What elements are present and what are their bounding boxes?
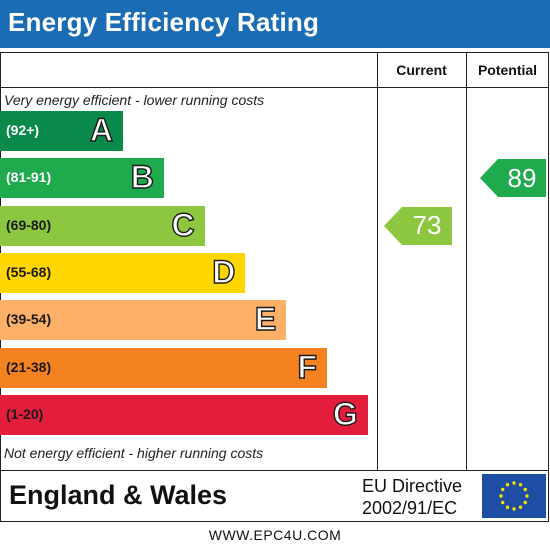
directive-line2: 2002/91/EC xyxy=(362,498,458,518)
flag-star-icon xyxy=(505,505,510,509)
flag-star-icon xyxy=(518,483,523,487)
bottom-note: Not energy efficient - higher running co… xyxy=(4,445,264,461)
band-letter: B xyxy=(130,159,155,196)
potential-column-divider xyxy=(466,52,467,471)
band-range-label: (39-54) xyxy=(6,311,52,328)
flag-star-icon xyxy=(512,481,516,485)
band-g: (1-20) G xyxy=(0,394,368,435)
flag-star-icon xyxy=(505,483,510,487)
band-range-label: (69-80) xyxy=(6,216,52,233)
country-label: England & Wales xyxy=(9,480,228,510)
flag-star-icon xyxy=(518,505,523,509)
potential-rating-arrow: 89 xyxy=(480,159,546,198)
title-bar: Energy Efficiency Rating xyxy=(0,0,550,48)
flag-star-icon xyxy=(499,494,503,498)
current-rating-value: 73 xyxy=(412,210,442,241)
current-arrow-shape xyxy=(384,206,452,245)
band-letter: A xyxy=(89,111,114,148)
potential-arrow-shape xyxy=(480,159,546,198)
eu-flag-icon xyxy=(482,474,546,518)
chart-title: Energy Efficiency Rating xyxy=(8,7,320,37)
directive-line1: EU Directive xyxy=(362,476,463,496)
flag-star-icon xyxy=(501,487,505,492)
band-letter: F xyxy=(297,348,318,385)
potential-header: Potential xyxy=(477,62,538,78)
band-range-label: (55-68) xyxy=(6,263,52,280)
band-letter: C xyxy=(171,206,196,243)
band-d: (55-68) D xyxy=(0,252,246,293)
potential-rating-value: 89 xyxy=(507,162,537,193)
flag-star-icon xyxy=(501,500,505,505)
band-range-label: (81-91) xyxy=(6,169,52,186)
band-letter: E xyxy=(254,300,277,338)
band-e: (39-54) E xyxy=(0,300,287,341)
header-divider xyxy=(0,87,549,88)
flag-star-icon xyxy=(512,507,516,511)
flag-star-icon xyxy=(523,487,527,492)
top-note: Very energy efficient - lower running co… xyxy=(4,92,265,108)
band-range-label: (1-20) xyxy=(6,405,44,422)
eu-directive: EU Directive 2002/91/EC xyxy=(362,475,462,519)
band-letter: G xyxy=(332,395,358,432)
footer-url: WWW.EPC4U.COM xyxy=(208,527,342,543)
band-b: (81-91) B xyxy=(0,158,164,199)
band-a: (92+) A xyxy=(0,111,123,151)
potential-arrow-polygon xyxy=(480,159,546,198)
footer-divider xyxy=(0,470,549,471)
band-range-label: (21-38) xyxy=(6,358,52,375)
flag-star-icon xyxy=(523,500,527,505)
current-rating-arrow: 73 xyxy=(384,206,452,245)
flag-star-icon xyxy=(525,494,529,498)
current-column-divider xyxy=(377,52,378,471)
band-f: (21-38) F xyxy=(0,347,327,388)
band-letter: D xyxy=(212,253,237,290)
band-c: (69-80) C xyxy=(0,205,205,246)
current-arrow-polygon xyxy=(384,206,452,245)
current-header: Current xyxy=(396,62,447,78)
band-range-label: (92+) xyxy=(6,122,40,138)
